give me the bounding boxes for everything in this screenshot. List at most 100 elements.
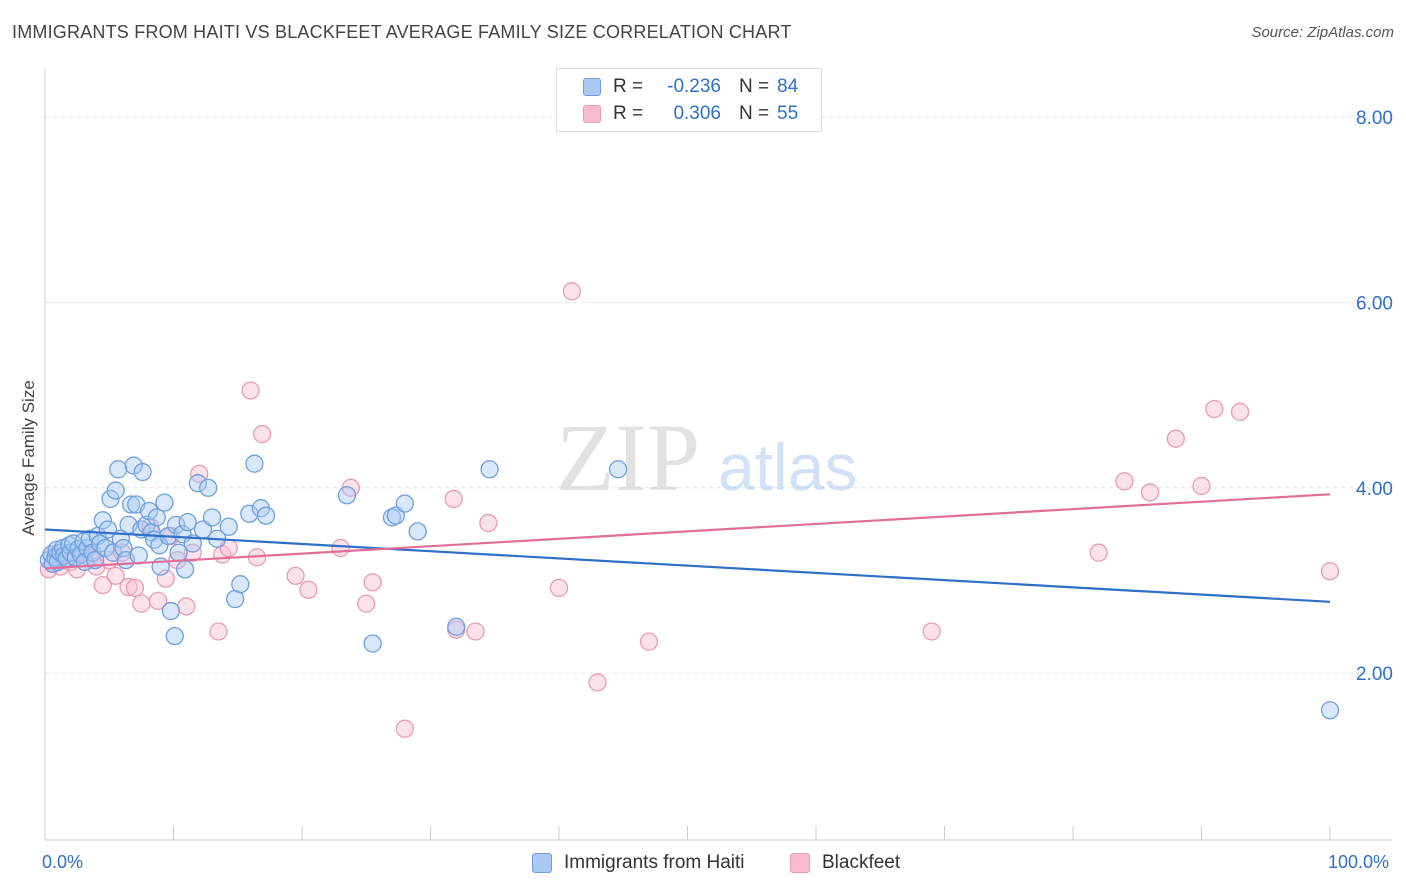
blackfeet-point[interactable] [299, 580, 318, 599]
blackfeet-point[interactable] [562, 282, 581, 301]
haiti-point[interactable] [188, 474, 208, 493]
legend-r-label: R = [613, 103, 644, 124]
blackfeet-point[interactable] [190, 464, 209, 484]
haiti-point[interactable] [337, 486, 357, 505]
haiti-point[interactable] [245, 454, 264, 473]
blackfeet-point[interactable] [588, 673, 607, 692]
blackfeet-point[interactable] [1205, 399, 1224, 419]
haiti-point[interactable] [199, 478, 218, 497]
haiti-point[interactable] [231, 575, 250, 594]
haiti-point[interactable] [175, 560, 195, 579]
haiti-point[interactable] [166, 515, 186, 535]
blackfeet-point[interactable] [357, 594, 376, 613]
haiti-swatch [583, 78, 601, 96]
blackfeet-point[interactable] [1320, 562, 1340, 581]
blackfeet-point[interactable] [286, 566, 305, 586]
haiti-point[interactable] [363, 634, 382, 653]
legend-r-value: -0.236 [667, 76, 721, 97]
trend-lines [44, 493, 1331, 603]
chart-title: IMMIGRANTS FROM HAITI VS BLACKFEET AVERA… [12, 22, 792, 42]
haiti-point[interactable] [408, 522, 427, 541]
legend-item-label: Blackfeet [822, 852, 901, 873]
watermark: ZIP atlas [556, 404, 857, 511]
blackfeet-point[interactable] [1192, 476, 1211, 496]
blackfeet-point[interactable] [177, 597, 196, 616]
gridlines: 8.00 6.00 4.00 2.00 [45, 108, 1393, 685]
source-label: Source: ZipAtlas.com [1251, 24, 1394, 41]
blackfeet-point[interactable] [119, 577, 138, 597]
legend-n-value: 55 [777, 103, 799, 124]
haiti-point[interactable] [147, 508, 166, 527]
haiti-point[interactable] [480, 460, 499, 479]
blackfeet-trend-line [44, 493, 1331, 570]
y-tick-label: 8.00 [1356, 108, 1393, 129]
y-axis-label: Average Family Size [19, 380, 38, 536]
legend-row-blackfeet: R = 0.306 N = 55 [583, 102, 798, 126]
haiti-point[interactable] [93, 511, 112, 530]
haiti-point[interactable] [124, 456, 143, 475]
blackfeet-point[interactable] [1166, 429, 1185, 448]
blackfeet-point[interactable] [1140, 483, 1160, 502]
haiti-point[interactable] [165, 626, 184, 646]
blackfeet-point[interactable] [549, 578, 569, 598]
blackfeet-point[interactable] [241, 381, 260, 400]
blackfeet-point[interactable] [1089, 543, 1108, 562]
blackfeet-point[interactable] [1230, 402, 1250, 421]
haiti-point[interactable] [121, 495, 141, 514]
legend-row-haiti: R = -0.236 N = 84 [583, 75, 798, 99]
watermark-zip: ZIP [556, 404, 700, 511]
blackfeet-point[interactable] [466, 622, 485, 641]
legend-n-value: 84 [777, 76, 799, 97]
blackfeet-swatch [583, 105, 601, 123]
blackfeet-point[interactable] [444, 489, 463, 509]
legend-item-label: Immigrants from Haiti [564, 852, 745, 873]
axes [44, 68, 1392, 841]
blackfeet-point[interactable] [209, 622, 228, 641]
blackfeet-point[interactable] [395, 719, 414, 738]
series-legend: Immigrants from Haiti Blackfeet [0, 852, 1406, 878]
legend-item-haiti[interactable]: Immigrants from Haiti [532, 852, 745, 874]
haiti-point[interactable] [256, 506, 276, 525]
blackfeet-point[interactable] [363, 573, 382, 592]
haiti-trend-line [44, 528, 1331, 603]
legend-r-label: R = [613, 76, 644, 97]
haiti-point[interactable] [155, 493, 174, 512]
y-tick-label: 4.00 [1356, 479, 1393, 500]
legend-item-blackfeet[interactable]: Blackfeet [790, 852, 900, 874]
data-points [39, 282, 1340, 738]
blackfeet-point[interactable] [106, 566, 125, 586]
haiti-point[interactable] [109, 460, 128, 479]
haiti-point[interactable] [608, 460, 628, 479]
blackfeet-point[interactable] [1115, 472, 1134, 491]
haiti-point[interactable] [1320, 701, 1340, 720]
y-tick-label: 6.00 [1356, 293, 1393, 314]
legend-n-label: N = [739, 103, 770, 124]
blackfeet-point[interactable] [922, 622, 941, 641]
blackfeet-point[interactable] [132, 594, 151, 613]
haiti-point[interactable] [447, 617, 466, 636]
legend-n-label: N = [739, 76, 770, 97]
haiti-point[interactable] [395, 494, 414, 513]
haiti-point[interactable] [219, 517, 238, 536]
blackfeet-point[interactable] [93, 575, 112, 595]
haiti-point[interactable] [178, 512, 197, 532]
blackfeet-legend-swatch [790, 853, 810, 873]
y-tick-label: 2.00 [1356, 664, 1393, 685]
blackfeet-point[interactable] [639, 632, 659, 651]
haiti-point[interactable] [133, 462, 152, 482]
blackfeet-point[interactable] [156, 569, 175, 588]
blackfeet-point[interactable] [183, 543, 202, 562]
haiti-point[interactable] [161, 601, 181, 621]
blackfeet-point[interactable] [479, 513, 498, 533]
blackfeet-point[interactable] [125, 578, 145, 598]
haiti-point[interactable] [129, 546, 148, 565]
haiti-point[interactable] [202, 508, 222, 527]
watermark-atlas: atlas [718, 430, 857, 504]
legend-r-value: 0.306 [673, 103, 721, 124]
haiti-point[interactable] [106, 481, 125, 500]
blackfeet-point[interactable] [148, 591, 168, 611]
blackfeet-point[interactable] [331, 538, 350, 558]
x-min-label: 0.0% [42, 852, 84, 872]
blackfeet-point[interactable] [253, 424, 272, 444]
